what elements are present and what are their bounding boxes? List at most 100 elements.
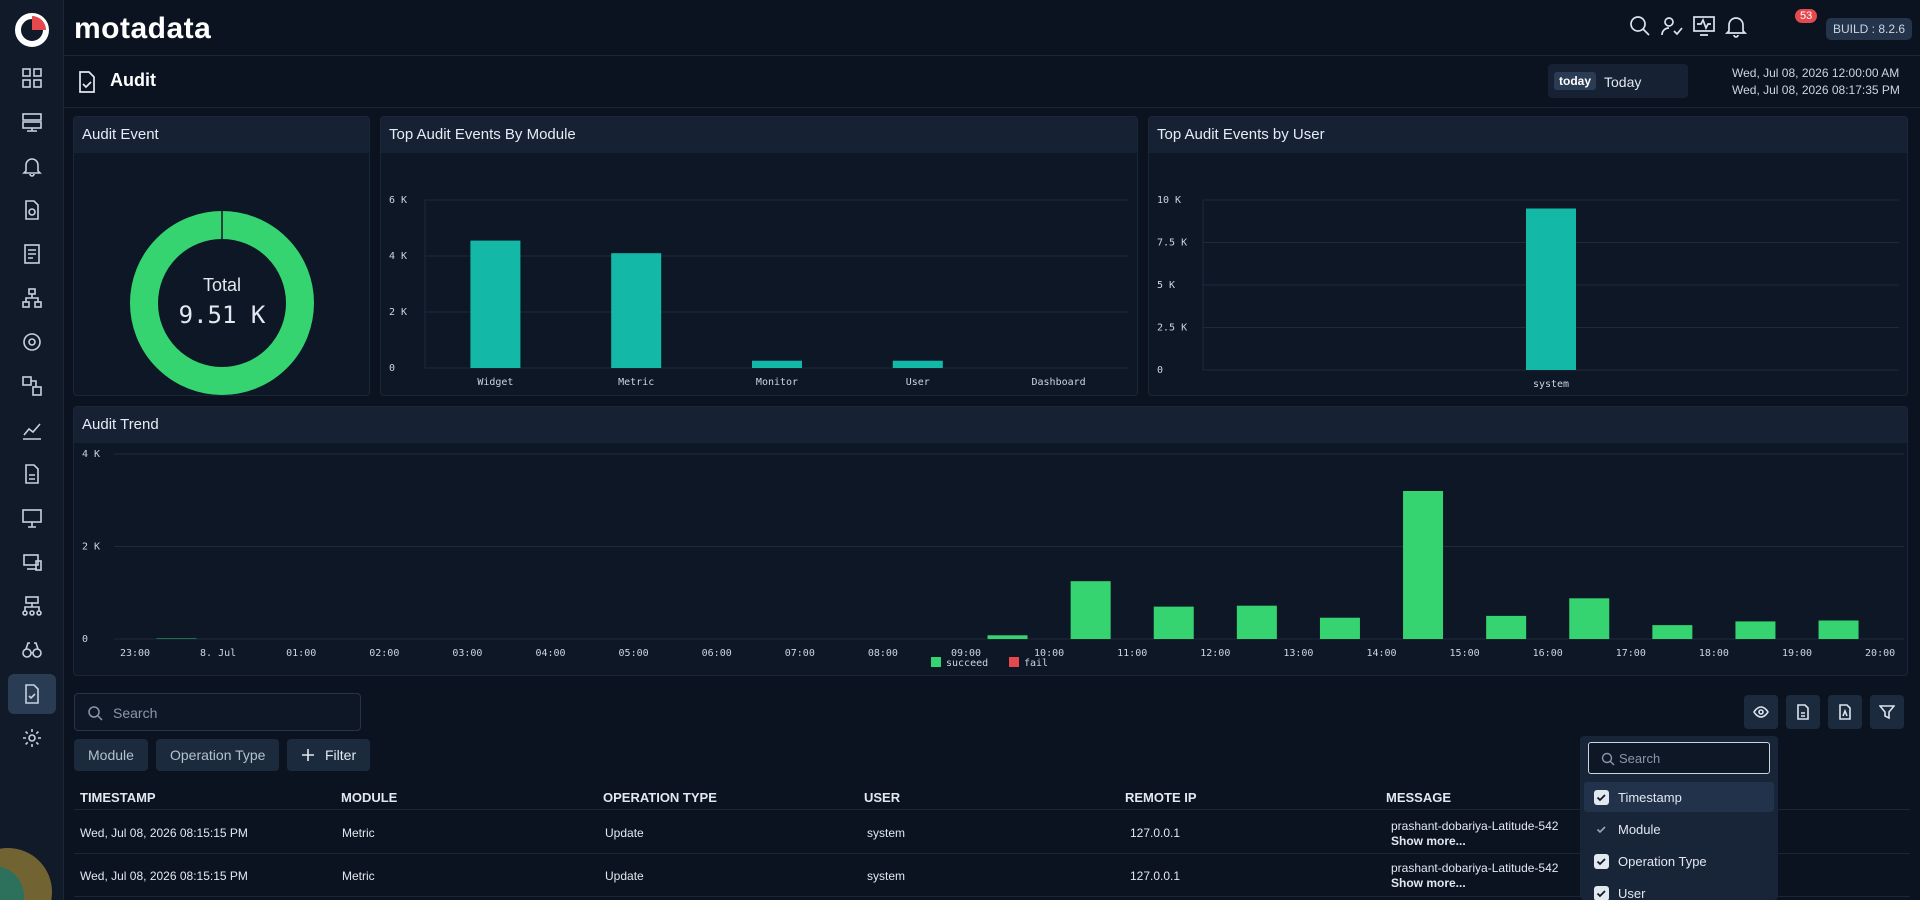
audit-icon[interactable] (8, 674, 56, 714)
trend-bar-succeed[interactable] (1236, 605, 1277, 639)
gear-icon[interactable] (8, 718, 56, 758)
checkbox-checked-icon[interactable] (1594, 790, 1609, 805)
devices-icon[interactable] (8, 542, 56, 582)
chart-bar[interactable] (611, 253, 662, 368)
export-pdf-icon[interactable] (1828, 695, 1862, 729)
trend-bar-succeed[interactable] (987, 635, 1028, 639)
column-header-user[interactable]: USER (864, 790, 901, 805)
filter-funnel-icon[interactable] (1870, 695, 1904, 729)
document-search-icon[interactable] (8, 190, 56, 230)
chart-bar[interactable] (892, 360, 943, 368)
y-tick-label: 2.5 K (1157, 323, 1187, 334)
x-tick-label: 02:00 (369, 648, 399, 659)
monitor-ring-icon[interactable] (8, 322, 56, 362)
column-header-operation-type[interactable]: OPERATION TYPE (603, 790, 717, 805)
binoculars-icon[interactable] (8, 630, 56, 670)
date-range-selector[interactable]: today Today (1548, 64, 1688, 98)
cell-operation-type: Update (605, 826, 644, 840)
chart-bar[interactable] (470, 240, 521, 368)
trend-bar-succeed[interactable] (1070, 581, 1111, 639)
y-tick-label: 5 K (1157, 280, 1175, 291)
dashboard-grid-icon[interactable] (8, 58, 56, 98)
x-tick-label: 09:00 (951, 648, 981, 659)
chart-bar[interactable] (1526, 208, 1576, 371)
eye-icon[interactable] (1744, 695, 1778, 729)
table-row[interactable]: Wed, Jul 08, 2026 08:15:15 PM Metric Upd… (74, 855, 1910, 897)
trend-bar-succeed[interactable] (1153, 606, 1194, 639)
operation-type-chip[interactable]: Operation Type (156, 739, 280, 771)
cell-remote-ip: 127.0.0.1 (1130, 869, 1181, 883)
column-option-module[interactable]: Module (1584, 814, 1774, 844)
flow-icon[interactable] (8, 366, 56, 406)
trend-bar-succeed[interactable] (1735, 621, 1776, 639)
chart-bar[interactable] (752, 360, 802, 368)
user-card: Top Audit Events by User 0 2.5 K 5 K 7.5 K 1… (1148, 116, 1908, 396)
date-range-label: Today (1604, 74, 1642, 90)
trend-bar-succeed[interactable] (1652, 625, 1693, 639)
cell-module: Metric (342, 869, 375, 883)
column-visibility-menu: Search Timestamp Module Operation Type U… (1580, 736, 1778, 900)
x-tick-label: system (1533, 379, 1569, 390)
metric-trend-icon[interactable] (8, 410, 56, 450)
column-header-remote-ip[interactable]: REMOTE IP (1125, 790, 1197, 805)
audit-event-card: Audit Event Total 9.51 K (73, 116, 370, 396)
legend-swatch-fail (1009, 657, 1019, 667)
export-csv-icon[interactable] (1786, 695, 1820, 729)
cell-remote-ip: 127.0.0.1 (1130, 826, 1181, 840)
brand-logo[interactable]: motadata (74, 12, 212, 45)
x-tick-label: 13:00 (1283, 648, 1313, 659)
x-tick-label: 18:00 (1699, 648, 1729, 659)
search-icon (1601, 752, 1615, 766)
bell-alert-icon[interactable] (8, 146, 56, 186)
user-check-icon[interactable] (1660, 14, 1688, 42)
motadata-logo-icon[interactable] (14, 12, 50, 48)
checkmark-icon[interactable] (1594, 822, 1609, 837)
trend-card: Audit Trend 0 2 K 4 K 23:00 8. Jul 01:00 02:00… (73, 406, 1908, 676)
page-header: Audit today Today Wed, Jul 08, 2026 12:0… (64, 56, 1920, 108)
topology-icon[interactable] (8, 278, 56, 318)
monitor-pulse-icon[interactable] (1692, 14, 1720, 42)
show-more-link[interactable]: Show more... (1391, 876, 1466, 890)
checkbox-checked-icon[interactable] (1594, 854, 1609, 869)
trend-bar-succeed[interactable] (1569, 598, 1610, 639)
report-icon[interactable] (8, 234, 56, 274)
checkbox-checked-icon[interactable] (1594, 886, 1609, 900)
x-tick-label: 17:00 (1616, 648, 1646, 659)
y-tick-label: 6 K (389, 195, 407, 206)
network-icon[interactable] (8, 586, 56, 626)
add-filter-button[interactable]: Filter (287, 739, 371, 771)
server-icon[interactable] (8, 102, 56, 142)
sidebar (0, 0, 64, 900)
x-tick-label: 8. Jul (200, 648, 236, 659)
build-version: BUILD : 8.2.6 (1826, 18, 1913, 40)
column-option-timestamp[interactable]: Timestamp (1584, 782, 1774, 812)
column-header-timestamp[interactable]: TIMESTAMP (80, 790, 156, 805)
column-option-operation-type[interactable]: Operation Type (1584, 846, 1774, 876)
column-header-module[interactable]: MODULE (341, 790, 398, 805)
y-tick-label: 10 K (1157, 195, 1181, 206)
x-tick-label: 04:00 (535, 648, 565, 659)
search-icon[interactable] (1628, 14, 1656, 42)
x-tick-label: 10:00 (1034, 648, 1064, 659)
search-placeholder: Search (113, 705, 158, 721)
module-chip[interactable]: Module (74, 739, 148, 771)
date-range-start: Wed, Jul 08, 2026 12:00:00 AM (1732, 66, 1900, 80)
column-search-input[interactable]: Search (1588, 742, 1770, 774)
trend-bar-succeed[interactable] (1403, 491, 1444, 639)
table-row[interactable]: Wed, Jul 08, 2026 08:15:15 PM Metric Upd… (74, 812, 1910, 854)
show-more-link[interactable]: Show more... (1391, 834, 1466, 848)
file-icon[interactable] (8, 454, 56, 494)
trend-bar-succeed[interactable] (1319, 617, 1360, 639)
column-option-user[interactable]: User (1584, 878, 1774, 900)
notification-bell-icon[interactable] (1724, 14, 1752, 42)
legend-label-succeed: succeed (946, 658, 988, 669)
plus-icon (302, 749, 314, 761)
search-input[interactable]: Search (74, 693, 361, 731)
trend-bar-succeed[interactable] (1818, 620, 1859, 640)
module-bar-chart: 0 2 K 4 K 6 K Widget Metric Monitor User Dashboa… (389, 195, 1129, 388)
x-tick-label: 19:00 (1782, 648, 1812, 659)
column-search-placeholder: Search (1619, 751, 1661, 766)
column-header-message[interactable]: MESSAGE (1386, 790, 1452, 805)
screen-icon[interactable] (8, 498, 56, 538)
trend-bar-succeed[interactable] (1486, 615, 1527, 639)
